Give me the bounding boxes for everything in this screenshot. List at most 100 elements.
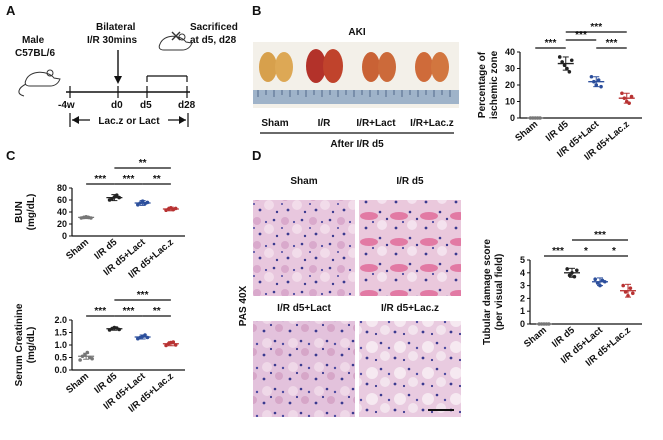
data-point [557, 55, 562, 59]
group-label: I/R+Lac.z [410, 118, 454, 129]
data-point [599, 84, 603, 89]
y-tick-label: 40 [57, 207, 67, 217]
micrograph-title: Sham [290, 176, 317, 187]
significance-label: ** [139, 158, 147, 169]
data-point [78, 358, 82, 362]
y-tick-label: 1 [520, 306, 525, 316]
data-point [567, 273, 572, 278]
data-point [628, 286, 633, 290]
kidney-photograph [253, 42, 459, 108]
y-tick-label: 0.0 [54, 365, 67, 375]
ruler-ticks [257, 90, 451, 97]
treatment-label: Lac.z or Lact [98, 116, 160, 127]
data-point [631, 291, 635, 296]
step2-line-2: at d5, d28 [190, 35, 237, 46]
sacrificed-mouse-icon [158, 31, 193, 51]
y-tick-label: 3 [520, 281, 525, 291]
step2-line-1: Sacrificed [190, 22, 238, 33]
mouse-icon [18, 69, 61, 97]
data-point [621, 283, 625, 288]
y-tick-label: 5 [520, 255, 525, 265]
y-axis-title: Tubular damage score [482, 239, 493, 345]
micrograph-title: I/R d5+Lac.z [381, 303, 439, 314]
y-axis-title: BUN [14, 201, 25, 223]
timepoint-label: d5 [140, 100, 152, 111]
y-axis-title: (mg/dL) [26, 327, 37, 364]
y-tick-label: 2 [520, 293, 525, 303]
category-label: Sham [513, 119, 540, 144]
group-label: I/R+Lact [356, 118, 396, 129]
significance-label: * [612, 246, 616, 257]
significance-label: *** [552, 246, 564, 257]
micrograph-title: I/R d5+Lact [277, 303, 331, 314]
data-point [565, 267, 569, 271]
micrograph-ir-d5-lacz [359, 321, 461, 417]
photo-title: AKI [348, 27, 365, 38]
significance-label: *** [137, 290, 149, 301]
y-tick-label: 0 [520, 319, 525, 329]
y-tick-label: 10 [505, 97, 515, 107]
significance-label: *** [123, 174, 135, 185]
significance-label: *** [123, 306, 135, 317]
y-tick-label: 60 [57, 195, 67, 205]
y-axis-title: (mg/dL) [26, 194, 37, 231]
data-point [596, 78, 601, 82]
y-tick-label: 4 [520, 268, 525, 278]
significance-label: *** [545, 38, 557, 49]
significance-label: *** [590, 22, 602, 33]
data-point [569, 58, 574, 63]
data-point [629, 94, 634, 99]
y-axis-title: ischemic zone [489, 50, 500, 119]
y-axis-title: (per visual field) [494, 254, 505, 331]
step1-line-1: Bilateral [96, 22, 136, 33]
timepoint-label: -4w [58, 100, 75, 111]
panel-c: C [6, 148, 16, 163]
data-point [593, 277, 597, 282]
significance-label: ** [153, 306, 161, 317]
y-tick-label: 0 [510, 113, 515, 123]
data-point [567, 70, 572, 74]
micrograph-ir-d5-lact [253, 321, 355, 417]
stain-label: PAS 40X [238, 285, 249, 326]
y-tick-label: 1.0 [54, 340, 67, 350]
photo-caption: After I/R d5 [330, 139, 384, 150]
panel-letter-c: C [6, 148, 16, 163]
category-label: I/R d5 [544, 118, 571, 144]
group-label: Sham [261, 118, 288, 129]
panel-letter-b: B [252, 3, 261, 18]
panel-letter-d: D [252, 148, 261, 163]
micrograph-title: I/R d5 [396, 176, 424, 187]
data-point [90, 356, 94, 361]
panel-a: A Male C57BL/6 Bilateral I/R 30mins Sacr… [6, 3, 238, 127]
significance-label: *** [575, 30, 587, 41]
category-label: Sham [64, 237, 91, 262]
y-axis-title: Serum Creatinine [14, 303, 25, 386]
category-label: Sham [64, 371, 91, 396]
subject-line-2: C57BL/6 [15, 48, 55, 59]
significance-label: * [584, 246, 588, 257]
data-point [620, 91, 624, 96]
y-tick-label: 1.5 [54, 328, 67, 338]
y-tick-label: 30 [505, 64, 515, 74]
data-point [589, 74, 594, 79]
y-axis-title: Percentage of [477, 51, 488, 118]
subject-line-1: Male [22, 35, 45, 46]
micrograph-sham [253, 200, 355, 296]
significance-label: *** [94, 306, 106, 317]
significance-label: *** [94, 174, 106, 185]
y-tick-label: 80 [57, 183, 67, 193]
significance-label: *** [606, 38, 618, 49]
data-point [560, 60, 564, 64]
y-tick-label: 40 [505, 47, 515, 57]
y-tick-label: 2.0 [54, 315, 67, 325]
panel-letter-a: A [6, 3, 16, 18]
group-label: I/R [318, 118, 332, 129]
significance-label: ** [153, 174, 161, 185]
category-label: Sham [522, 325, 549, 350]
panel-b: B AKI [252, 3, 459, 150]
data-point [572, 274, 577, 279]
y-tick-label: 0.5 [54, 353, 67, 363]
micrograph-ir-d5 [359, 200, 461, 296]
y-tick-label: 0 [62, 231, 67, 241]
